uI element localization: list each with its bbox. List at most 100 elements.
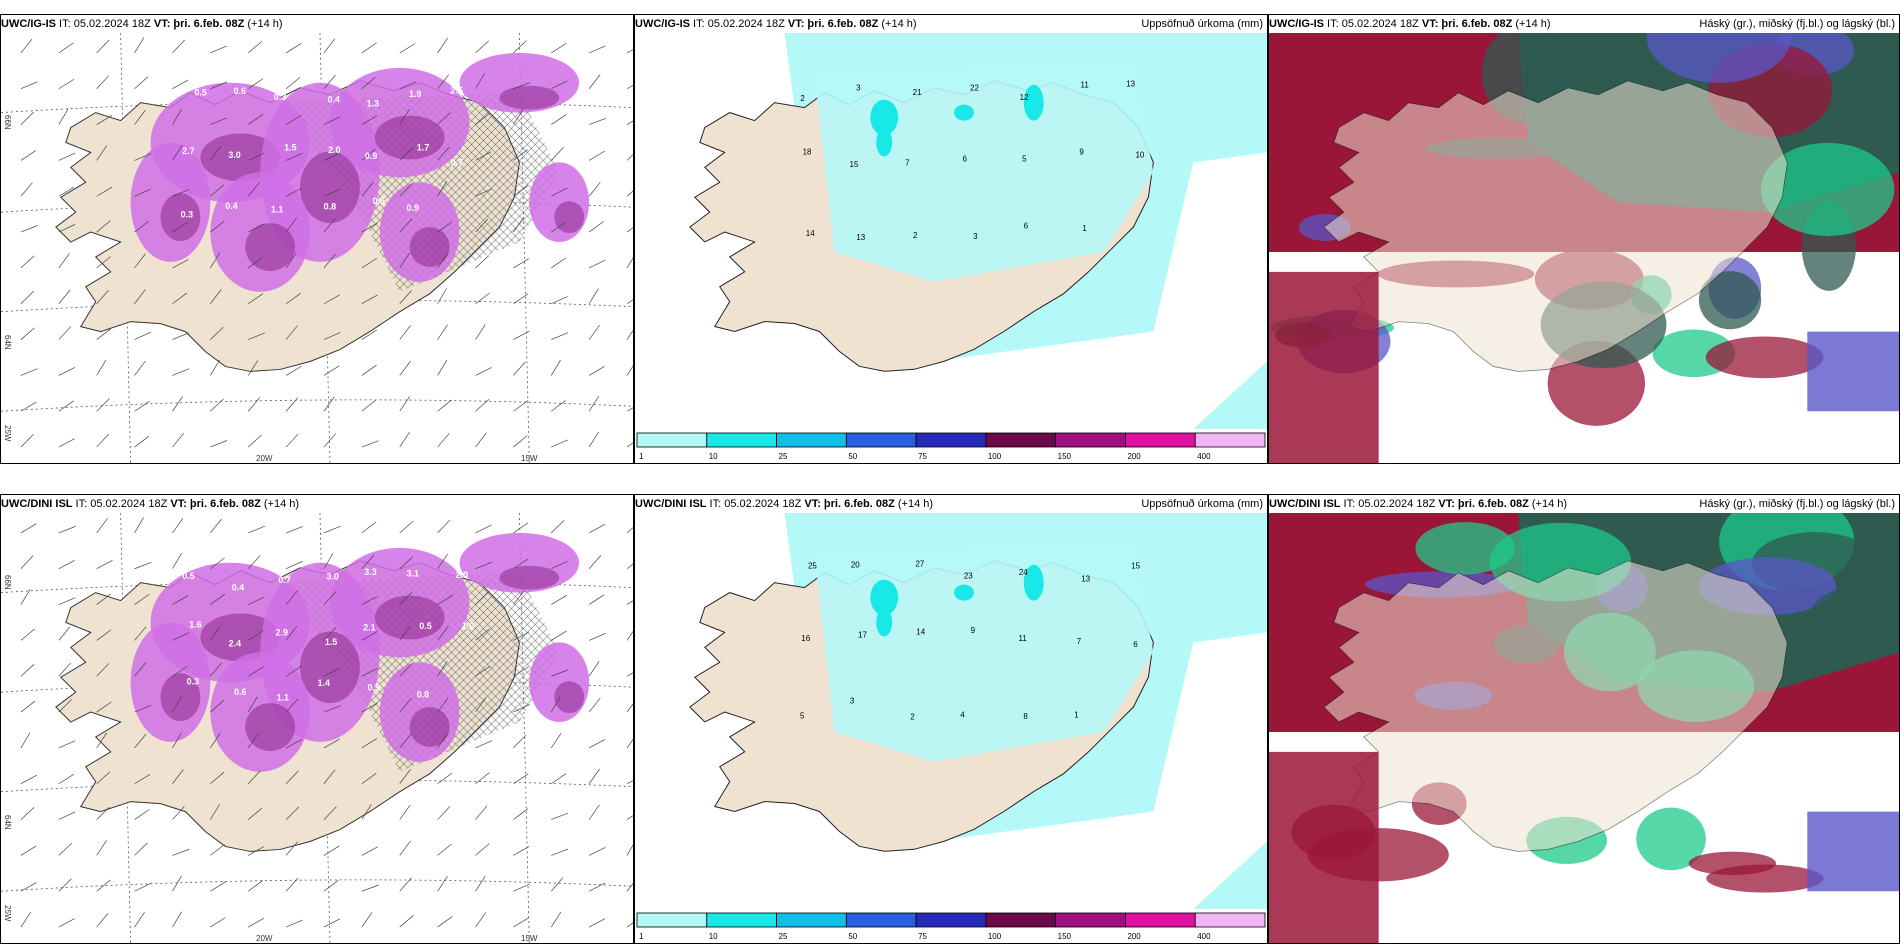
precip-value-label: 1.1 (271, 204, 283, 214)
wind-barb (361, 846, 378, 856)
wind-barb (437, 399, 452, 412)
wind-barb (399, 218, 413, 233)
wind-barb (588, 661, 600, 677)
lat-label: 64N (3, 815, 12, 830)
wind-barb (513, 330, 530, 340)
wind-barb (20, 327, 35, 340)
wind-barb (58, 662, 72, 677)
colorbar-tick-label: 1 (639, 932, 644, 941)
wind-barb (589, 45, 606, 54)
wind-barb (437, 519, 451, 534)
precip-area-intense (499, 85, 560, 110)
wind-barb (399, 625, 411, 641)
wind-barb (588, 882, 606, 892)
wind-barb (285, 43, 302, 54)
wind-barb (247, 696, 258, 713)
lon-label-left: 25W (3, 905, 12, 922)
wind-barb (210, 732, 221, 749)
wind-barb (399, 109, 410, 125)
lat-label: 66N (3, 115, 12, 130)
wind-barb (210, 771, 225, 785)
wind-barb (323, 918, 341, 928)
wind-barb (248, 596, 265, 605)
panel-igis-clouds: UWC/IG-IS IT: 05.02.2024 18Z VT: þri. 6.… (1268, 14, 1900, 464)
wind-barb (475, 524, 492, 534)
accum-area-light (814, 542, 1154, 762)
wind-barb (513, 558, 529, 570)
wind-barb (323, 38, 336, 54)
wind-barb (475, 432, 487, 448)
accum-value-label: 13 (1126, 80, 1135, 89)
wind-barb (210, 844, 225, 856)
wind-barb (361, 804, 372, 820)
cloud-cover-map (1269, 33, 1899, 463)
wind-barb (513, 40, 527, 54)
accum-value-label: 11 (1019, 634, 1028, 643)
wind-barb (20, 845, 37, 856)
lon-label: 20W (256, 454, 273, 463)
wind-barb (551, 221, 567, 233)
wind-barb (172, 632, 189, 641)
accum-value-label: 22 (970, 84, 979, 93)
wind-barb (551, 560, 568, 570)
wind-barb (626, 527, 633, 534)
wind-barb (551, 42, 567, 54)
wind-barb (172, 875, 182, 892)
precip-value-label: 0.9 (367, 682, 379, 692)
wind-barb (96, 359, 107, 376)
wind-barb (626, 738, 633, 749)
wind-barb (172, 732, 182, 749)
wind-barb (399, 325, 411, 340)
accum-area-high (953, 104, 974, 121)
wind-barb (210, 625, 221, 641)
wind-barb (588, 524, 606, 534)
wind-barb (588, 259, 606, 269)
accum-value-label: 6 (1024, 222, 1029, 231)
wind-barb (96, 186, 113, 197)
precip-value-label: 2.0 (456, 570, 468, 580)
wind-barb (551, 114, 567, 125)
wind-barb (626, 330, 633, 340)
wind-barb (285, 187, 303, 197)
panel-variable-label: Uppsöfnuð úrkoma (mm) (1141, 18, 1263, 30)
wind-barb (285, 77, 301, 90)
wind-barb (58, 560, 75, 570)
precip-value-label: 1.1 (277, 693, 289, 703)
wind-barb (285, 877, 299, 892)
wind-barb (323, 365, 340, 376)
precip-value-label: 0.3 (187, 677, 199, 687)
wind-barb (210, 117, 228, 125)
wind-barb (96, 328, 112, 340)
colorbar-tick-label: 200 (1127, 452, 1141, 461)
wind-barb (134, 253, 146, 269)
wind-barb (588, 847, 606, 856)
wind-barb (626, 563, 633, 570)
wind-barb (361, 399, 377, 412)
wind-barb (210, 440, 228, 448)
colorbar-segment (845, 432, 917, 448)
wind-barb (285, 590, 298, 605)
accum-value-label: 14 (916, 628, 925, 637)
wind-barb (437, 697, 449, 713)
wind-barb (172, 292, 188, 305)
precip-value-label: 0.7 (278, 575, 290, 585)
wind-barb (172, 396, 183, 412)
wind-barb (210, 917, 226, 928)
wind-barb (588, 431, 599, 448)
wind-barb (513, 361, 526, 376)
precip-value-label: 3.0 (228, 150, 240, 160)
wind-barb (399, 698, 412, 713)
accum-value-label: 5 (1022, 154, 1027, 163)
wind-barb (399, 877, 412, 892)
wind-barb (247, 434, 262, 448)
wind-barb (96, 256, 111, 269)
wind-barb (96, 220, 111, 233)
wind-barb (247, 360, 259, 376)
wind-barb (588, 221, 604, 233)
panel-dini-accum: UWC/DINI ISL IT: 05.02.2024 18Z VT: þri.… (634, 494, 1268, 944)
wind-barb (285, 739, 303, 749)
wind-barb (361, 148, 376, 161)
wind-barb (20, 663, 35, 677)
wind-barb (399, 183, 413, 197)
wind-barb (172, 189, 190, 197)
